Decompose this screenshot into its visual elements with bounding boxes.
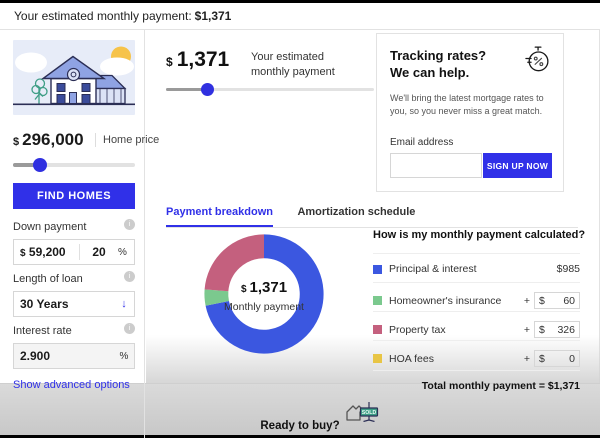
svg-text:SOLD: SOLD	[362, 410, 377, 416]
